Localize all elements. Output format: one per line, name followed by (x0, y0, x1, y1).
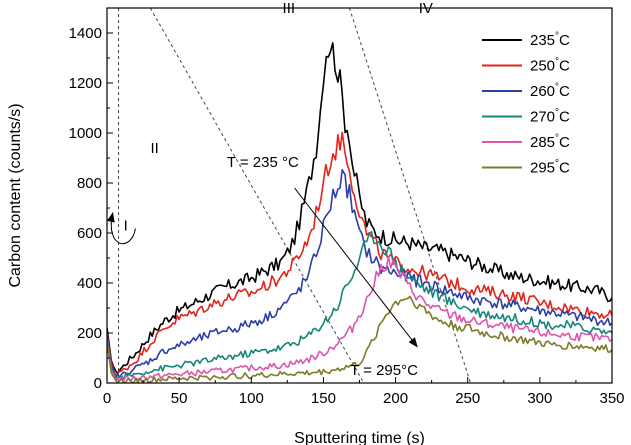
legend-label-295: 295°C (530, 159, 570, 177)
temperature-annotation-2: T = 295°C (350, 362, 418, 379)
y-tick-label: 1200 (69, 75, 102, 92)
x-tick-label: 150 (311, 390, 336, 407)
x-axis-title: Sputtering time (s) (294, 430, 425, 445)
region-label-I: I (124, 218, 128, 235)
region-label-II: II (150, 140, 158, 157)
region-boundaries (118, 8, 472, 383)
series-line-235 (107, 42, 612, 375)
legend-label-285: 285°C (530, 133, 570, 151)
y-tick-label: 800 (77, 175, 102, 192)
x-tick-label: 50 (171, 390, 188, 407)
y-tick-label: 1000 (69, 125, 102, 142)
x-tick-label: 200 (383, 390, 408, 407)
trend-arrow (294, 187, 418, 348)
y-tick-label: 0 (94, 375, 102, 392)
y-tick-label: 200 (77, 325, 102, 342)
series-line-295 (107, 295, 612, 383)
legend: 235°C 250°C 260°C 270°C 285°C 295°C (482, 31, 570, 177)
axes: 0 50 100 150 200 250 300 350 0 200 400 600 800 1000 12… (69, 25, 625, 407)
x-tick-label: 0 (103, 390, 111, 407)
series-line-260 (107, 169, 612, 381)
legend-label-235: 235°C (530, 31, 570, 49)
y-tick-label: 600 (77, 225, 102, 242)
series-group (107, 42, 612, 383)
series-line-285 (107, 256, 612, 383)
y-tick-label: 1400 (69, 25, 102, 42)
x-tick-label: 100 (239, 390, 264, 407)
x-tick-label: 300 (527, 390, 552, 407)
legend-label-270: 270°C (530, 108, 570, 126)
y-axis-title: Carbon content (counts/s) (7, 103, 24, 287)
x-tick-label: 250 (455, 390, 480, 407)
series-line-270 (107, 231, 612, 380)
y-tick-label: 400 (77, 275, 102, 292)
temperature-annotation-1: T = 235 °C (227, 154, 299, 171)
legend-label-250: 250°C (530, 57, 570, 75)
legend-label-260: 260°C (530, 82, 570, 100)
x-tick-label: 350 (599, 390, 624, 407)
series-line-250 (107, 131, 612, 377)
region-i-arrow (106, 212, 136, 245)
